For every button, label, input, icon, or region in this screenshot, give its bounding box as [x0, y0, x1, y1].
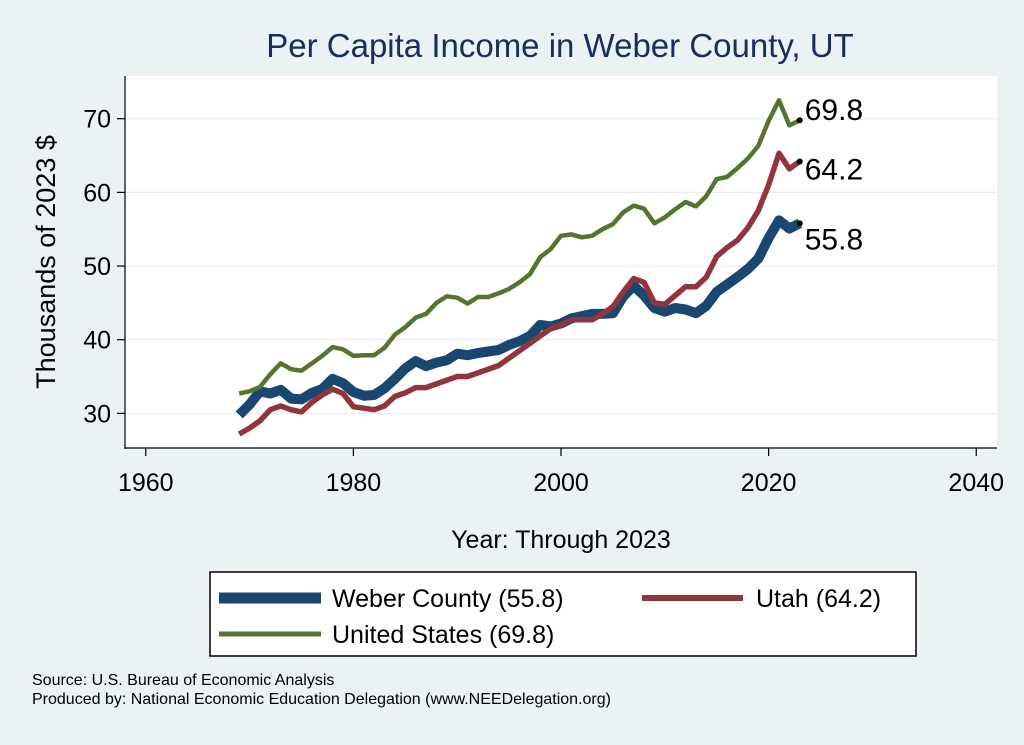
- y-tick-label: 60: [83, 179, 111, 207]
- y-tick-label: 70: [83, 106, 111, 134]
- x-axis-label: Year: Through 2023: [451, 526, 671, 554]
- legend-box: [209, 571, 917, 657]
- end-value-labels: 69.8 64.2 55.8: [796, 94, 863, 256]
- series-line-weber: [235, 215, 803, 419]
- series-line-us: [238, 98, 801, 396]
- x-tick-label: 1960: [118, 469, 174, 497]
- end-label-us: 69.8: [805, 94, 863, 127]
- y-tick-label: 30: [83, 400, 111, 428]
- x-tick-label: 2040: [948, 469, 1004, 497]
- legend-label-utah: Utah (64.2): [756, 585, 881, 613]
- end-point-weber: [796, 220, 803, 227]
- producer-line: Produced by: National Economic Education…: [32, 691, 611, 708]
- chart-title: Per Capita Income in Weber County, UT: [266, 27, 854, 64]
- x-tick-label: 2020: [741, 469, 797, 497]
- y-axis-label: Thousands of 2023 $: [31, 135, 61, 389]
- source-line: Source: U.S. Bureau of Economic Analysis: [32, 672, 335, 689]
- plot-area: [125, 76, 997, 448]
- legend-label-us: United States (69.8): [332, 621, 554, 649]
- series-line-utah: [237, 150, 802, 437]
- end-label-weber: 55.8: [805, 223, 863, 256]
- x-axis: 1960 1980 2000 2020 2040: [118, 447, 1004, 497]
- y-tick-label: 50: [83, 253, 111, 281]
- y-tick-label: 40: [83, 327, 111, 355]
- data-series: [235, 98, 803, 437]
- legend-label-weber: Weber County (55.8): [332, 585, 564, 613]
- y-axis: 30 40 50 60 70: [83, 76, 126, 449]
- end-point-utah: [796, 158, 803, 165]
- x-tick-label: 2000: [533, 469, 589, 497]
- x-tick-label: 1980: [326, 469, 382, 497]
- source-note: Source: U.S. Bureau of Economic Analysis…: [32, 671, 611, 709]
- end-point-us: [796, 117, 803, 124]
- end-label-utah: 64.2: [805, 153, 863, 186]
- legend: Weber County (55.8) Utah (64.2) United S…: [209, 571, 917, 657]
